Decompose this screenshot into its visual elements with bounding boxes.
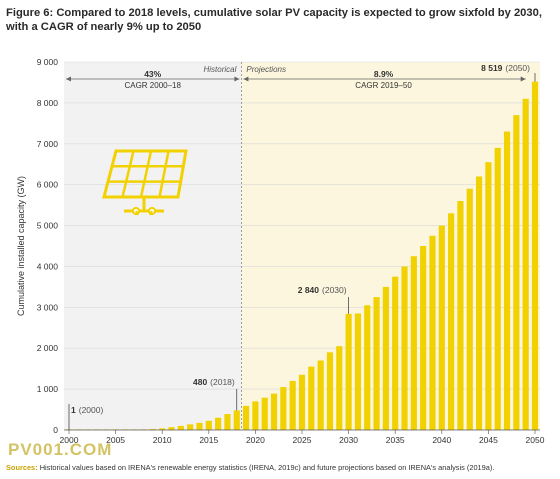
bar-2017	[224, 414, 231, 430]
y-tick-label: 9 000	[37, 57, 59, 67]
annotation-value-2030: 2 840	[298, 285, 320, 295]
cagr-hist-arrowhead-left	[66, 76, 71, 82]
bar-2038	[420, 246, 427, 430]
y-axis-label: Cumulative installed capacity (GW)	[16, 176, 26, 316]
x-tick-label: 2035	[386, 435, 405, 445]
annotation-2018: 480 (2018)	[193, 377, 235, 387]
bar-2016	[215, 417, 222, 430]
bar-2022	[270, 393, 278, 430]
bar-2033	[373, 297, 380, 430]
bar-2019	[243, 405, 250, 430]
bar-2048	[513, 115, 520, 431]
bar-2043	[466, 188, 473, 430]
bar-2027	[317, 360, 324, 430]
bar-2011	[168, 427, 175, 430]
annotation-value-2050: 8 519	[481, 63, 503, 73]
x-tick-label: 2005	[106, 435, 125, 445]
cagr-hist-value: 43%	[144, 69, 161, 79]
cagr-proj-arrowhead-left	[243, 76, 249, 82]
bar-2024	[289, 380, 296, 430]
bar-2030	[345, 313, 352, 430]
axes: 0 1 000 2 000 3 000 4 000 5 000 6 000 7 000 8 00…	[16, 57, 545, 445]
bar-2014	[196, 422, 203, 430]
x-tick-label: 2000	[60, 435, 79, 445]
source-note: Sources: Historical values based on IREN…	[6, 463, 554, 472]
bar-2034	[382, 286, 389, 430]
cagr-proj-value: 8.9%	[374, 69, 394, 79]
bar-2026	[308, 366, 315, 430]
bar-2035	[392, 276, 399, 430]
annotation-year-2018: (2018)	[210, 377, 235, 387]
solar-panel-icon	[102, 149, 188, 216]
bar-2049	[522, 98, 529, 431]
bar-2023	[280, 387, 287, 430]
chart-title: Figure 6: Compared to 2018 levels, cumul…	[6, 6, 554, 34]
cagr-hist-arrowhead-right	[234, 76, 240, 82]
annotation-year-2030: (2030)	[322, 285, 347, 295]
bar-2025	[298, 374, 306, 430]
annotation-2030: 2 840 (2030)	[298, 285, 347, 295]
cagr-hist-label: CAGR 2000–18	[124, 81, 181, 90]
bar-2040	[438, 225, 445, 430]
bar-2010	[159, 428, 166, 430]
bar-2047	[503, 131, 511, 430]
bar-2036	[401, 266, 408, 430]
annotation-year-2000: (2000)	[79, 405, 104, 415]
bar-2020	[252, 401, 259, 430]
title-line-1: Figure 6: Compared to 2018 levels, cumul…	[6, 7, 542, 19]
annotation-2050: 8 519 (2050)	[481, 63, 530, 73]
bars	[65, 81, 539, 431]
bar-2029	[336, 346, 343, 430]
x-tick-label: 2045	[479, 435, 498, 445]
x-tick-label: 2050	[526, 435, 545, 445]
cagr-proj-label: CAGR 2019–50	[355, 81, 412, 90]
annotation-value-2000: 1	[71, 405, 76, 415]
y-tick-label: 7 000	[37, 139, 59, 149]
watermark: PV001.COM	[8, 440, 113, 459]
bar-2021	[261, 397, 268, 430]
bar-2044	[476, 176, 483, 430]
x-tick-label: 2025	[293, 435, 312, 445]
y-tick-label: 0	[53, 425, 58, 435]
x-tick-label: 2010	[153, 435, 172, 445]
bar-2045	[485, 162, 492, 430]
bar-2031	[354, 313, 361, 430]
x-tick-label: 2030	[339, 435, 358, 445]
bar-2009	[149, 429, 156, 430]
y-tick-label: 8 000	[37, 98, 59, 108]
annotation-value-2018: 480	[193, 377, 207, 387]
historical-background	[64, 62, 242, 430]
historical-label: Historical	[204, 65, 237, 74]
bar-2041	[448, 213, 455, 430]
y-tick-label: 4 000	[37, 261, 59, 271]
bar-2015	[205, 420, 212, 430]
annotation-2000: 1 (2000)	[71, 405, 103, 415]
x-tick-label: 2040	[432, 435, 451, 445]
source-text: Historical values based on IRENA's renew…	[39, 463, 495, 472]
bar-2042	[457, 201, 464, 430]
annotations: Historical Projections 43% CAGR 2000–18 8.9%…	[66, 62, 536, 430]
source-label: Sources:	[6, 463, 38, 472]
bar-2013	[187, 424, 194, 430]
bar-2028	[326, 352, 334, 430]
title-line-2: with a CAGR of nearly 9% up to 2050	[6, 21, 202, 33]
bar-2039	[429, 235, 436, 430]
y-tick-label: 3 000	[37, 302, 59, 312]
cagr-proj-arrowhead-right	[520, 76, 526, 82]
x-tick-label: 2015	[199, 435, 218, 445]
bar-2032	[364, 305, 371, 430]
y-tick-label: 5 000	[37, 221, 59, 231]
bar-2012	[177, 425, 184, 430]
bar-2050	[531, 81, 539, 431]
annotation-year-2050: (2050)	[505, 63, 530, 73]
bar-2046	[494, 147, 501, 430]
y-tick-label: 6 000	[37, 180, 59, 190]
x-tick-label: 2020	[246, 435, 265, 445]
bar-2018	[233, 410, 240, 430]
y-tick-label: 2 000	[37, 343, 59, 353]
projections-label: Projections	[246, 65, 286, 74]
y-tick-label: 1 000	[37, 384, 59, 394]
bar-2037	[410, 256, 417, 430]
